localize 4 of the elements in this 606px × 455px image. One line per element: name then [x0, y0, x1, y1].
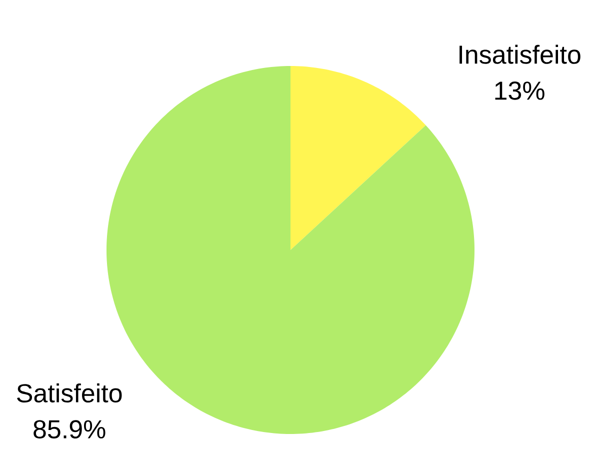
slice-label: Insatisfeito — [460, 44, 580, 64]
data-label: 85.9% — [34, 420, 106, 439]
data-label: 13% — [495, 82, 544, 100]
slice-label: Satisfeito — [17, 383, 122, 403]
